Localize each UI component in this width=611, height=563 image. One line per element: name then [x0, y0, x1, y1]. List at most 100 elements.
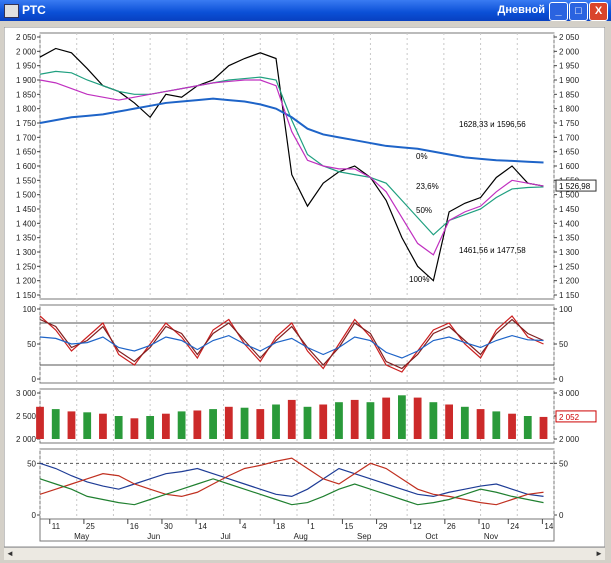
x-tick-label: 4	[242, 522, 247, 531]
x-tick-label: 14	[198, 522, 207, 531]
x-tick-label: 18	[276, 522, 285, 531]
volume-bar	[508, 413, 516, 439]
current-value-label: 1 526,98	[559, 182, 591, 191]
volume-bar	[209, 409, 217, 439]
y-tick-label: 2 050	[16, 33, 37, 42]
volume-bar	[539, 416, 548, 439]
y-tick-label: 3 000	[559, 389, 580, 398]
y-tick-label: 1 950	[559, 62, 580, 71]
x-axis-frame	[39, 518, 555, 542]
y-tick-label: 2 500	[16, 412, 37, 421]
series-line-1	[39, 315, 544, 373]
y-tick-label: 2 050	[559, 33, 580, 42]
y-tick-label: 0	[32, 511, 37, 520]
y-tick-label: 1 400	[16, 219, 37, 228]
y-tick-label: 1 500	[559, 191, 580, 200]
volume-bar	[335, 402, 343, 439]
x-tick-label: 25	[86, 522, 95, 531]
minimize-button[interactable]: _	[549, 2, 568, 21]
y-tick-label: 2 000	[16, 435, 37, 444]
series-line-3	[39, 97, 544, 164]
y-tick-label: 1 300	[16, 248, 37, 257]
series-line-4	[39, 79, 544, 256]
y-tick-label: 50	[27, 340, 36, 349]
y-tick-label: 1 750	[559, 119, 580, 128]
horizontal-scrollbar[interactable]: ◄ ►	[4, 547, 605, 560]
y-tick-label: 1 650	[16, 148, 37, 157]
period-label[interactable]: Дневной	[497, 4, 546, 16]
month-label: Jun	[147, 532, 160, 541]
y-tick-label: 1 900	[16, 76, 37, 85]
y-tick-label: 0	[32, 375, 37, 384]
volume-bar	[366, 402, 375, 439]
maximize-button[interactable]: □	[569, 2, 588, 21]
scroll-left-icon[interactable]: ◄	[6, 549, 14, 558]
volume-bar	[429, 402, 438, 439]
volume-bar	[114, 416, 123, 439]
volume-bar	[303, 406, 312, 439]
volume-bar	[272, 404, 280, 439]
x-tick-label: 15	[344, 522, 353, 531]
volume-bar	[67, 411, 76, 439]
chart-panel-4: 0 0 50 50	[27, 448, 568, 520]
x-tick-label: 26	[447, 522, 456, 531]
volume-bar	[51, 409, 60, 439]
y-tick-label: 1 300	[559, 248, 580, 257]
volume-bar	[413, 397, 422, 439]
y-tick-label: 1 400	[559, 219, 580, 228]
y-tick-label: 3 000	[16, 389, 37, 398]
chart-annotation: 23,6%	[416, 182, 439, 191]
y-tick-label: 1 850	[559, 90, 580, 99]
series-line-3	[39, 478, 544, 506]
month-label: May	[74, 532, 89, 541]
close-button[interactable]: X	[589, 2, 608, 21]
series-line-1	[39, 47, 544, 282]
x-tick-label: 11	[52, 522, 61, 531]
chart-canvas: 2 050 2 050 2 000 2 000 1 950 1 950 1 900 1 900…	[4, 27, 605, 547]
volume-bar	[256, 409, 265, 439]
x-tick-label: 1	[310, 522, 315, 531]
month-label: Jul	[220, 532, 230, 541]
volume-bar	[161, 413, 170, 439]
y-tick-label: 1 900	[559, 76, 580, 85]
y-tick-label: 0	[559, 375, 564, 384]
month-label: Aug	[294, 532, 308, 541]
volume-bar	[193, 410, 202, 439]
y-tick-label: 2 000	[16, 47, 37, 56]
y-tick-label: 1 650	[559, 148, 580, 157]
y-tick-label: 2 000	[559, 435, 580, 444]
x-tick-label: 29	[379, 522, 388, 531]
chart-annotation: 50%	[416, 206, 432, 215]
y-tick-label: 50	[27, 459, 36, 468]
x-tick-label: 14	[544, 522, 553, 531]
y-tick-label: 1 350	[559, 234, 580, 243]
series-line-2	[39, 70, 544, 236]
volume-bar	[177, 411, 186, 439]
chart-annotation: 100%	[409, 275, 429, 284]
scroll-right-icon[interactable]: ►	[595, 549, 603, 558]
y-tick-label: 1 250	[559, 262, 580, 271]
y-tick-label: 50	[559, 340, 568, 349]
y-tick-label: 1 250	[16, 262, 37, 271]
chart-panel-1: 2 050 2 050 2 000 2 000 1 950 1 950 1 900 1 900…	[16, 32, 597, 300]
window-title: РТС	[22, 3, 46, 17]
volume-bar	[240, 407, 249, 439]
current-value-box	[555, 179, 597, 192]
y-tick-label: 1 200	[559, 277, 580, 286]
y-tick-label: 1 450	[16, 205, 37, 214]
y-tick-label: 1 750	[16, 119, 37, 128]
x-tick-label: 10	[481, 522, 490, 531]
y-tick-label: 1 150	[559, 291, 580, 300]
volume-bar	[492, 411, 501, 439]
y-tick-label: 1 700	[559, 133, 580, 142]
y-tick-label: 2 000	[559, 47, 580, 56]
y-tick-label: 1 350	[16, 234, 37, 243]
chart-app-icon	[4, 4, 19, 18]
y-tick-label: 1 800	[16, 105, 37, 114]
chart-annotation: 0%	[416, 152, 428, 161]
series-line-1	[39, 462, 544, 498]
title-bar[interactable]: РТС Дневной _ □ X	[0, 0, 611, 21]
x-tick-label: 16	[130, 522, 139, 531]
